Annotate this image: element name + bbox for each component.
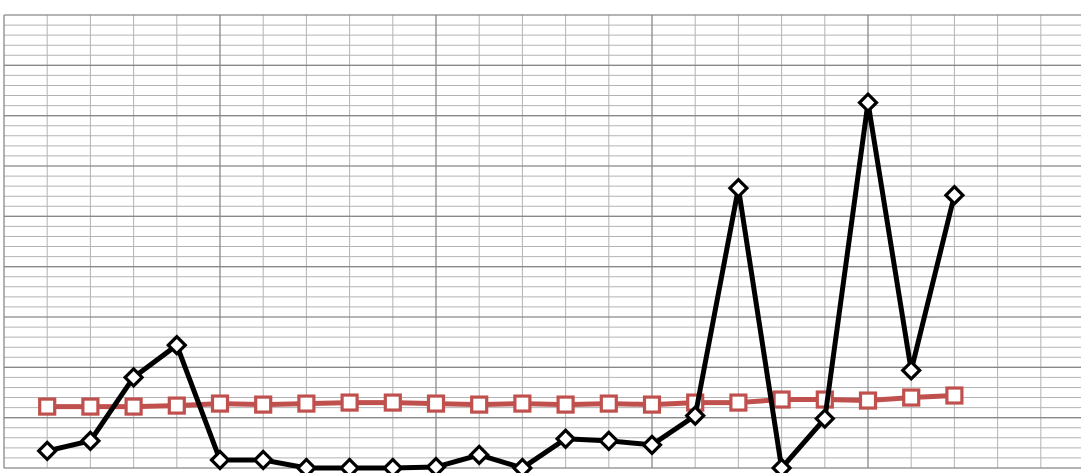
data-point-square bbox=[167, 396, 186, 415]
data-point-diamond bbox=[425, 456, 447, 473]
data-point-diamond bbox=[598, 430, 620, 452]
data-point-diamond bbox=[554, 428, 577, 450]
data-point-square bbox=[945, 386, 964, 405]
data-point-square bbox=[38, 397, 57, 416]
data-point-square bbox=[902, 388, 921, 407]
data-point-diamond bbox=[814, 407, 836, 430]
data-point-diamond bbox=[770, 457, 793, 473]
data-point-diamond bbox=[122, 366, 145, 389]
data-point-square bbox=[858, 391, 878, 410]
data-point-square bbox=[772, 390, 791, 409]
data-point-diamond bbox=[166, 334, 188, 356]
data-point-diamond bbox=[252, 449, 274, 471]
minor-gridlines bbox=[4, 15, 1081, 468]
data-point-diamond bbox=[36, 440, 58, 462]
data-point-square bbox=[81, 397, 100, 416]
data-point-diamond bbox=[684, 404, 706, 427]
data-point-square bbox=[599, 394, 618, 413]
data-point-square bbox=[513, 394, 532, 413]
data-point-square bbox=[254, 395, 273, 414]
data-point-diamond bbox=[943, 184, 966, 206]
data-point-diamond bbox=[468, 444, 490, 466]
data-point-square bbox=[124, 397, 143, 416]
data-point-square bbox=[426, 394, 446, 413]
data-point-diamond bbox=[79, 430, 102, 452]
data-point-square bbox=[383, 393, 402, 412]
data-point-diamond bbox=[338, 457, 361, 473]
data-point-diamond bbox=[641, 434, 663, 456]
series-line-0 bbox=[44, 100, 957, 471]
data-point-square bbox=[642, 395, 662, 414]
data-point-diamond bbox=[382, 457, 404, 473]
data-point-square bbox=[556, 395, 575, 414]
data-point-square bbox=[470, 395, 489, 414]
data-point-square bbox=[340, 393, 359, 412]
data-point-square bbox=[297, 394, 316, 413]
plot-area bbox=[4, 15, 1081, 468]
data-point-diamond bbox=[209, 449, 231, 471]
data-point-diamond bbox=[295, 457, 318, 473]
data-point-square bbox=[729, 393, 748, 412]
data-point-diamond bbox=[857, 91, 879, 114]
data-point-diamond bbox=[900, 359, 922, 382]
data-point-diamond bbox=[727, 177, 750, 199]
data-point-diamond bbox=[511, 457, 534, 473]
data-point-square bbox=[210, 394, 230, 413]
series-layer bbox=[36, 91, 966, 473]
